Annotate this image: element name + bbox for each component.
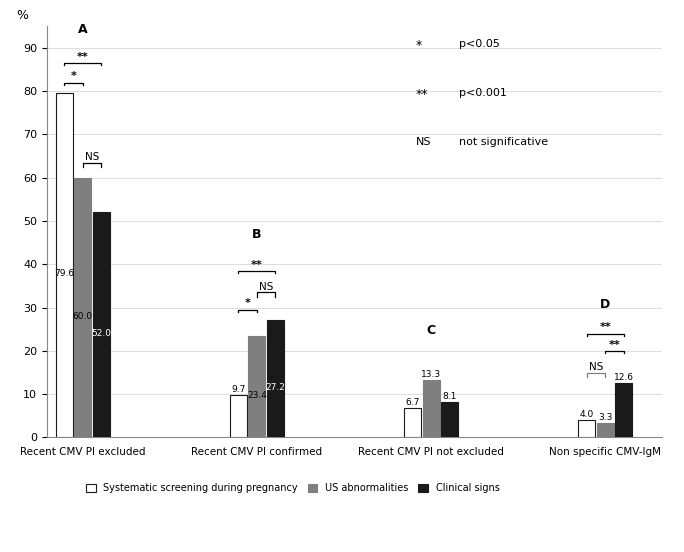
Text: 13.3: 13.3: [421, 370, 441, 379]
Text: NS: NS: [416, 137, 431, 147]
Bar: [92, 213, 109, 438]
Bar: [74, 178, 91, 438]
Text: p<0.05: p<0.05: [459, 39, 499, 49]
Text: *: *: [70, 71, 77, 81]
Text: NS: NS: [259, 282, 274, 292]
Bar: [56, 93, 73, 438]
Bar: [441, 402, 458, 438]
Text: NS: NS: [589, 362, 603, 372]
Text: *: *: [416, 39, 422, 51]
Text: 12.6: 12.6: [614, 373, 633, 381]
Bar: [230, 395, 247, 438]
Text: C: C: [427, 323, 436, 337]
Bar: [267, 320, 284, 438]
Text: **: **: [251, 259, 263, 269]
Bar: [615, 383, 632, 438]
Y-axis label: %: %: [16, 9, 28, 22]
Bar: [596, 423, 614, 438]
Text: D: D: [600, 298, 610, 311]
Text: 52.0: 52.0: [91, 329, 111, 338]
Bar: [248, 336, 265, 438]
Text: 60.0: 60.0: [73, 311, 93, 321]
Text: not significative: not significative: [459, 137, 548, 147]
Text: **: **: [416, 88, 428, 101]
Text: 27.2: 27.2: [265, 383, 285, 391]
Text: 6.7: 6.7: [406, 398, 420, 407]
Bar: [423, 380, 440, 438]
Text: **: **: [599, 322, 611, 332]
Text: NS: NS: [85, 152, 99, 162]
Text: 9.7: 9.7: [231, 385, 246, 394]
Text: 4.0: 4.0: [579, 410, 594, 419]
Text: 23.4: 23.4: [247, 391, 267, 400]
Text: p<0.001: p<0.001: [459, 88, 507, 98]
Text: 79.6: 79.6: [54, 269, 75, 278]
Text: *: *: [245, 299, 250, 309]
Text: 8.1: 8.1: [443, 392, 457, 401]
Text: **: **: [609, 339, 620, 349]
Text: 3.3: 3.3: [598, 413, 612, 422]
Bar: [404, 408, 421, 438]
Legend: Systematic screening during pregnancy, US abnormalities, Clinical signs: Systematic screening during pregnancy, U…: [82, 479, 503, 497]
Text: B: B: [252, 229, 261, 241]
Text: **: **: [77, 52, 88, 62]
Text: A: A: [78, 23, 88, 36]
Bar: [578, 420, 595, 438]
